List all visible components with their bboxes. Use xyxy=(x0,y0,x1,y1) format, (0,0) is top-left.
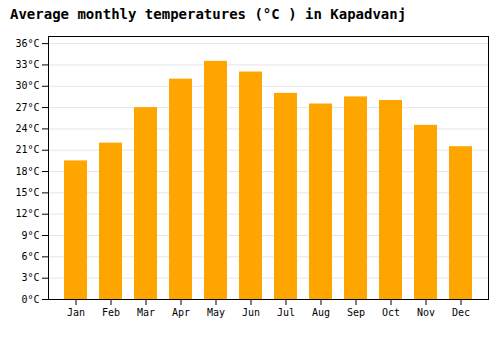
svg-text:Feb: Feb xyxy=(102,307,120,318)
svg-text:Jul: Jul xyxy=(277,307,295,318)
svg-text:Mar: Mar xyxy=(137,307,155,318)
svg-text:Jan: Jan xyxy=(67,307,85,318)
svg-text:6°C: 6°C xyxy=(21,251,39,262)
svg-text:15°C: 15°C xyxy=(15,187,39,198)
svg-text:Dec: Dec xyxy=(452,307,470,318)
svg-text:21°C: 21°C xyxy=(15,144,39,155)
svg-text:Apr: Apr xyxy=(172,307,190,318)
svg-text:Aug: Aug xyxy=(312,307,330,318)
svg-text:Nov: Nov xyxy=(417,307,435,318)
svg-text:18°C: 18°C xyxy=(15,166,39,177)
svg-text:0°C: 0°C xyxy=(21,294,39,305)
svg-text:30°C: 30°C xyxy=(15,80,39,91)
svg-text:12°C: 12°C xyxy=(15,208,39,219)
svg-text:3°C: 3°C xyxy=(21,272,39,283)
svg-text:9°C: 9°C xyxy=(21,230,39,241)
svg-text:24°C: 24°C xyxy=(15,123,39,134)
svg-text:27°C: 27°C xyxy=(15,102,39,113)
svg-text:33°C: 33°C xyxy=(15,59,39,70)
html-text:Average monthly temperatures (: Average monthly temperatures (°C ) in Ka… xyxy=(10,6,407,22)
svg-text:36°C: 36°C xyxy=(15,38,39,49)
svg-text:Oct: Oct xyxy=(382,307,400,318)
svg-text:May: May xyxy=(207,307,225,318)
svg-text:Jun: Jun xyxy=(242,307,260,318)
svg-text:Sep: Sep xyxy=(347,307,365,318)
